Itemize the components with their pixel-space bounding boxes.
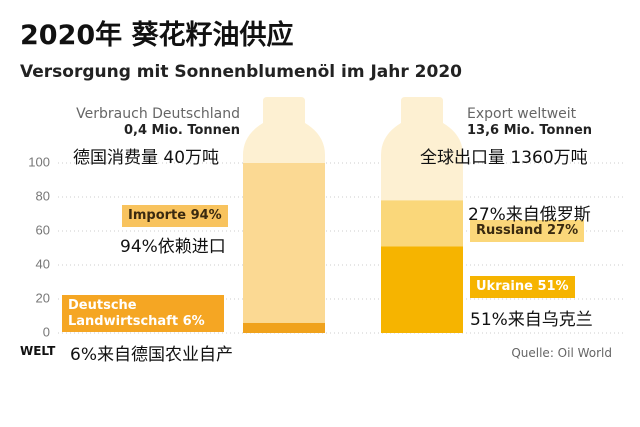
segment-note: 27%来自俄罗斯: [468, 205, 591, 225]
logo: WELT: [20, 344, 56, 358]
bottle-segment: [381, 246, 463, 333]
chart-title: 2020年 葵花籽油供应: [20, 20, 294, 51]
bottle-segment: [243, 322, 325, 333]
segment-note: 51%来自乌克兰: [470, 310, 593, 330]
segment-note: 6%来自德国农业自产: [70, 345, 233, 365]
bottle-note: 德国消费量 40万吨: [73, 148, 220, 168]
chart-subtitle: Versorgung mit Sonnenblumenöl im Jahr 20…: [20, 62, 462, 82]
bottle-total: 13,6 Mio. Tonnen: [467, 123, 593, 138]
segment-note: 94%依赖进口: [120, 237, 226, 257]
bottle-total: 0,4 Mio. Tonnen: [124, 123, 240, 138]
segment-label: Russland 27%: [470, 220, 585, 242]
bottle-note: 全球出口量 1360万吨: [420, 148, 588, 168]
y-tick-label: 20: [36, 290, 50, 305]
y-tick-label: 40: [36, 256, 50, 271]
y-tick-label: 80: [36, 188, 50, 203]
segment-label: Importe 94%: [122, 205, 228, 227]
segment-label: Ukraine 51%: [470, 276, 575, 298]
y-tick-label: 100: [28, 154, 50, 169]
bottle-segment: [243, 163, 325, 323]
y-tick-label: 60: [36, 222, 50, 237]
y-tick-label: 0: [43, 324, 50, 339]
bottle-name: Verbrauch Deutschland: [76, 106, 240, 122]
bottle-segment: [381, 200, 463, 247]
bottle-name: Export weltweit: [467, 106, 577, 122]
source: Quelle: Oil World: [511, 346, 612, 360]
segment-label: Deutsche Landwirtschaft 6%: [62, 295, 224, 333]
